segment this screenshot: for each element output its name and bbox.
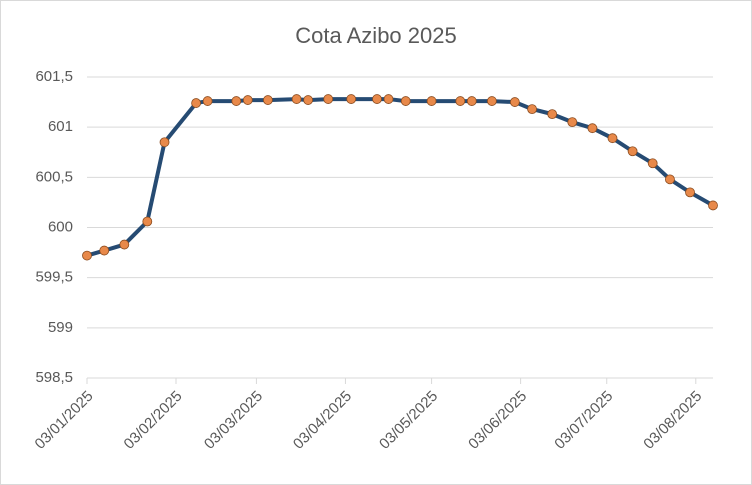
- data-point: [547, 109, 558, 120]
- data-point: [119, 239, 130, 250]
- data-point: [142, 216, 153, 227]
- data-point: [231, 96, 242, 106]
- data-point: [466, 96, 477, 106]
- y-tick-label: 598,5: [35, 369, 73, 386]
- data-point: [708, 200, 718, 211]
- data-point: [82, 250, 92, 261]
- data-point: [323, 94, 334, 104]
- data-point: [242, 95, 253, 105]
- data-point: [527, 104, 537, 115]
- data-point: [486, 96, 497, 106]
- data-point: [647, 158, 658, 169]
- y-tick-label: 599,5: [35, 269, 73, 286]
- data-point: [567, 117, 578, 128]
- chart-title: Cota Azibo 2025: [295, 23, 456, 48]
- data-point: [372, 94, 382, 104]
- data-point: [509, 97, 520, 107]
- data-point: [587, 123, 598, 134]
- y-tick-label: 601,5: [35, 68, 73, 85]
- data-point: [263, 95, 273, 105]
- data-point: [191, 98, 202, 108]
- y-tick-label: 600,5: [35, 168, 73, 185]
- data-point: [303, 95, 314, 105]
- data-point: [159, 137, 170, 148]
- data-point: [291, 94, 302, 104]
- data-point: [400, 96, 411, 106]
- y-tick-label: 601: [48, 118, 73, 135]
- data-point: [383, 94, 394, 104]
- data-point: [607, 133, 618, 144]
- data-point: [346, 94, 357, 104]
- data-point: [627, 146, 638, 157]
- y-tick-label: 600: [48, 218, 73, 235]
- data-point: [202, 96, 213, 106]
- data-point: [99, 245, 110, 256]
- y-tick-label: 599: [48, 319, 73, 336]
- data-point: [665, 174, 675, 185]
- data-point: [685, 187, 695, 198]
- data-point: [426, 96, 437, 106]
- data-point: [455, 96, 466, 106]
